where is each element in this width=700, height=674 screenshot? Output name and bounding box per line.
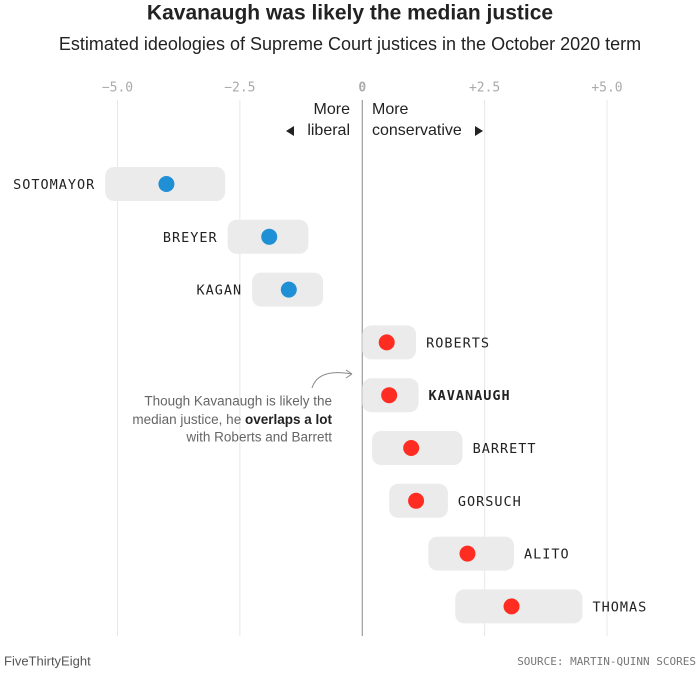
chart-subtitle: Estimated ideologies of Supreme Court ju… — [59, 34, 641, 54]
x-tick-label: −5.0 — [102, 81, 133, 96]
dot — [459, 545, 476, 562]
justice-label: ROBERTS — [426, 335, 490, 351]
dot — [381, 387, 398, 404]
source: SOURCE: MARTIN-QUINN SCORES — [517, 655, 696, 668]
annotation: with Roberts and Barrett — [185, 430, 332, 445]
annotation: median justice, he overlaps a lot — [132, 412, 332, 427]
justice-label: BARRETT — [473, 441, 537, 457]
justice-label: BREYER — [163, 230, 218, 246]
direction-label: More — [372, 101, 409, 118]
dot — [378, 334, 395, 351]
arrow-left — [286, 126, 294, 136]
dot — [503, 598, 520, 615]
justice-label: KAGAN — [196, 283, 242, 299]
credit: FiveThirtyEight — [4, 653, 91, 668]
dot — [261, 228, 278, 245]
justice-label: THOMAS — [593, 599, 648, 615]
annotation-arrowhead — [345, 369, 353, 379]
justice-label: SOTOMAYOR — [13, 177, 95, 193]
grid: −5.0 −2.5 0 +2.5 +5.0 — [102, 81, 623, 636]
dot — [158, 176, 175, 192]
annotation: Though Kavanaugh is likely the — [144, 394, 332, 409]
x-tick-label: 0 — [358, 81, 366, 96]
x-tick-label: +2.5 — [469, 81, 500, 96]
annotation-bold: overlaps a lot — [245, 412, 333, 427]
justice-label: GORSUCH — [458, 494, 522, 510]
direction-label: conservative — [372, 122, 462, 139]
dot — [408, 492, 425, 509]
annotation-text: median justice, he — [132, 412, 245, 427]
x-tick-label: −2.5 — [224, 81, 255, 96]
chart-title: Kavanaugh was likely the median justice — [147, 2, 553, 25]
annotation-arrow — [311, 372, 353, 389]
direction-label: More — [314, 101, 351, 118]
direction-label: liberal — [307, 122, 350, 139]
dot — [403, 440, 420, 456]
arrow-right — [475, 126, 483, 136]
justice-label: KAVANAUGH — [429, 388, 511, 404]
justice-label: ALITO — [524, 547, 570, 563]
dot — [280, 281, 297, 298]
x-tick-label: +5.0 — [591, 81, 622, 96]
